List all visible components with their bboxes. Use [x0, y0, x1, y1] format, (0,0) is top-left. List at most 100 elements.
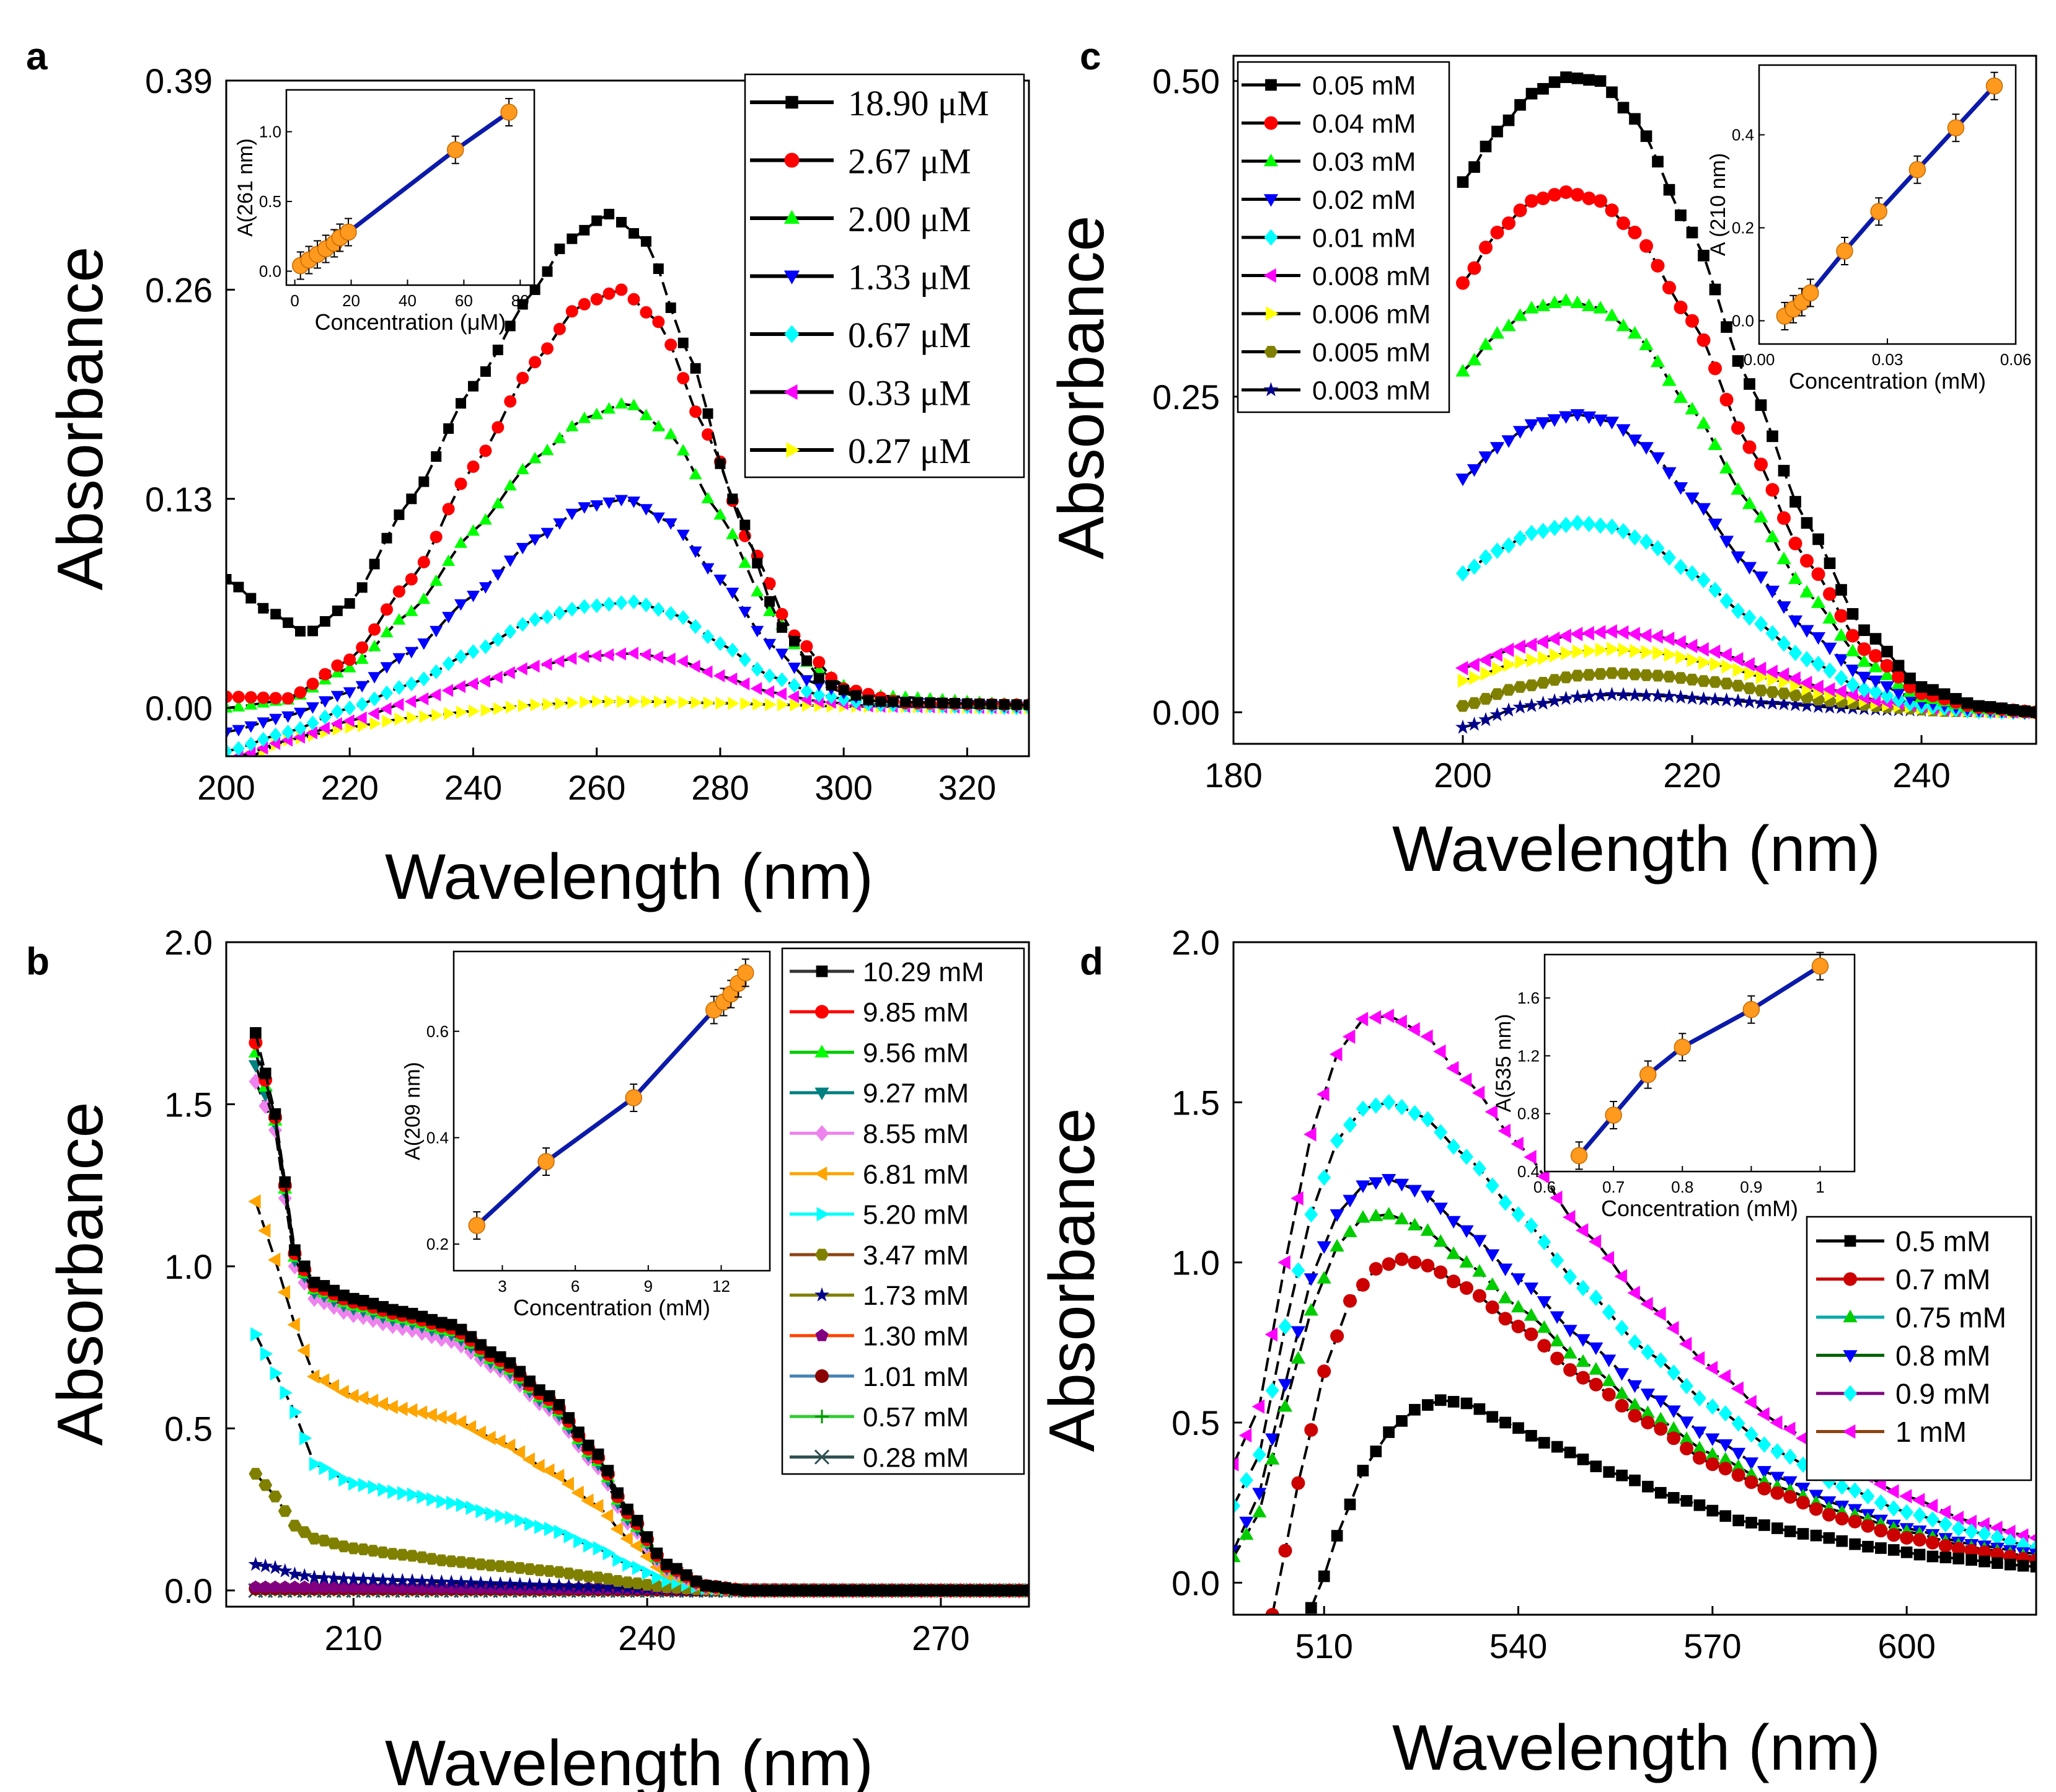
marker-c-6-22 — [1710, 657, 1723, 672]
marker-a-0-27 — [554, 243, 565, 254]
marker-d-1-49 — [1900, 1531, 1914, 1545]
marker-a-5-13 — [392, 698, 404, 711]
marker-b-5-34 — [581, 1493, 594, 1508]
marker-d-0-5 — [1370, 1446, 1382, 1457]
marker-c-2-32 — [1822, 611, 1837, 624]
marker-a-3-45 — [775, 648, 788, 660]
marker-d-5-3 — [1264, 1327, 1277, 1342]
marker-b-7-1 — [258, 1479, 273, 1491]
marker-c-3-10 — [1570, 409, 1585, 422]
marker-c-3-37 — [1879, 681, 1895, 694]
marker-b-8-28 — [522, 1577, 537, 1592]
marker-a-1-34 — [640, 306, 653, 319]
marker-b-5-24 — [483, 1431, 496, 1446]
marker-a-2-16 — [417, 592, 431, 604]
marker-d-1-33 — [1692, 1451, 1706, 1465]
marker-c-6-8 — [1549, 648, 1563, 663]
marker-d-0-10 — [1434, 1394, 1447, 1406]
marker-a-1-20 — [467, 460, 480, 473]
marker-b-0-13 — [377, 1300, 389, 1313]
marker-d-0-9 — [1421, 1399, 1434, 1411]
inset-x-tick-label-c-2: 0.06 — [2000, 350, 2032, 369]
marker-b-0-23 — [475, 1339, 487, 1351]
legend-label-c-5: 0.008 mM — [1312, 262, 1431, 291]
marker-b-7-5 — [298, 1526, 312, 1538]
marker-a-0-63 — [999, 699, 1010, 710]
marker-b-0-35 — [592, 1448, 604, 1460]
marker-a-1-2 — [244, 691, 257, 704]
marker-a-0-18 — [443, 423, 454, 434]
marker-a-0-11 — [356, 582, 368, 593]
marker-b-0-69 — [925, 1584, 937, 1597]
marker-c-6-2 — [1480, 666, 1494, 681]
inset-x-tick-label-d-1: 0.7 — [1602, 1178, 1625, 1196]
marker-c-1-17 — [1651, 258, 1665, 273]
marker-d-2-26 — [1563, 1346, 1577, 1359]
marker-a-4-17 — [430, 664, 443, 679]
marker-a-4-3 — [257, 731, 270, 747]
marker-c-3-19 — [1673, 482, 1688, 495]
marker-c-4-14 — [1617, 523, 1630, 540]
marker-a-5-29 — [589, 649, 602, 663]
marker-a-3-43 — [751, 625, 764, 638]
marker-d-0-27 — [1654, 1486, 1667, 1499]
inset-dot-d-0 — [1570, 1147, 1588, 1165]
marker-a-0-64 — [1011, 699, 1022, 710]
marker-a-2-33 — [627, 399, 640, 410]
inset-x-tick-label-a-3: 60 — [455, 291, 473, 310]
legend-marker-c-5 — [1263, 268, 1276, 283]
marker-b-8-9 — [336, 1571, 351, 1586]
marker-d-0-28 — [1667, 1492, 1680, 1504]
plot-frame-b — [225, 941, 1030, 1608]
series-d-1 — [1265, 1252, 2036, 1615]
marker-b-0-59 — [827, 1584, 839, 1597]
marker-c-5-6 — [1524, 637, 1537, 652]
legend-marker-b-11 — [815, 1410, 829, 1424]
marker-c-0-29 — [1789, 496, 1801, 508]
marker-d-0-45 — [1887, 1544, 1900, 1556]
marker-d-5-28 — [1588, 1234, 1602, 1249]
marker-c-0-31 — [1812, 533, 1824, 545]
marker-d-3-28 — [1589, 1342, 1604, 1356]
marker-c-0-28 — [1778, 464, 1790, 477]
marker-d-0-8 — [1409, 1403, 1421, 1416]
marker-d-3-32 — [1640, 1388, 1655, 1401]
marker-a-4-33 — [627, 594, 640, 609]
marker-a-5-37 — [689, 660, 700, 673]
marker-c-1-25 — [1742, 440, 1757, 454]
marker-a-1-16 — [417, 555, 430, 568]
inset-y-tick-label-a-0: 0.0 — [259, 262, 281, 281]
marker-c-3-38 — [1891, 687, 1906, 700]
marker-b-0-31 — [553, 1399, 565, 1411]
marker-b-9-8 — [327, 1581, 341, 1593]
marker-b-0-29 — [534, 1384, 545, 1396]
marker-c-5-20 — [1684, 638, 1698, 653]
marker-c-2-9 — [1558, 293, 1574, 306]
marker-c-0-33 — [1835, 584, 1847, 596]
marker-a-1-12 — [368, 623, 381, 636]
marker-d-1-25 — [1589, 1377, 1603, 1392]
marker-c-3-12 — [1593, 414, 1608, 428]
inset-x-title-d: Concentration (mM) — [1601, 1196, 1798, 1221]
panel-label-b: b — [26, 940, 50, 983]
inset-dot-b-7 — [737, 964, 754, 982]
inset-y-title-b: A(209 nm) — [401, 1062, 425, 1160]
marker-d-5-11 — [1368, 1010, 1382, 1025]
marker-b-0-10 — [347, 1292, 360, 1305]
marker-b-8-25 — [493, 1576, 508, 1591]
marker-d-0-48 — [1926, 1550, 1939, 1563]
marker-d-0-29 — [1680, 1494, 1693, 1507]
inset-dot-a-6 — [340, 223, 357, 241]
legend-entry-d-0: 0.5 mM — [1816, 1225, 1990, 1258]
marker-b-7-24 — [483, 1559, 498, 1571]
marker-c-3-31 — [1811, 632, 1826, 645]
marker-a-4-5 — [281, 725, 294, 740]
marker-a-2-31 — [602, 402, 616, 414]
marker-b-0-78 — [1013, 1584, 1025, 1597]
marker-b-5-36 — [600, 1508, 614, 1523]
marker-c-8-25 — [1742, 694, 1757, 708]
marker-d-3-14 — [1407, 1185, 1422, 1198]
marker-c-5-23 — [1719, 647, 1732, 662]
legend-label-d-4: 0.9 mM — [1895, 1378, 1990, 1410]
marker-b-0-60 — [837, 1584, 849, 1597]
